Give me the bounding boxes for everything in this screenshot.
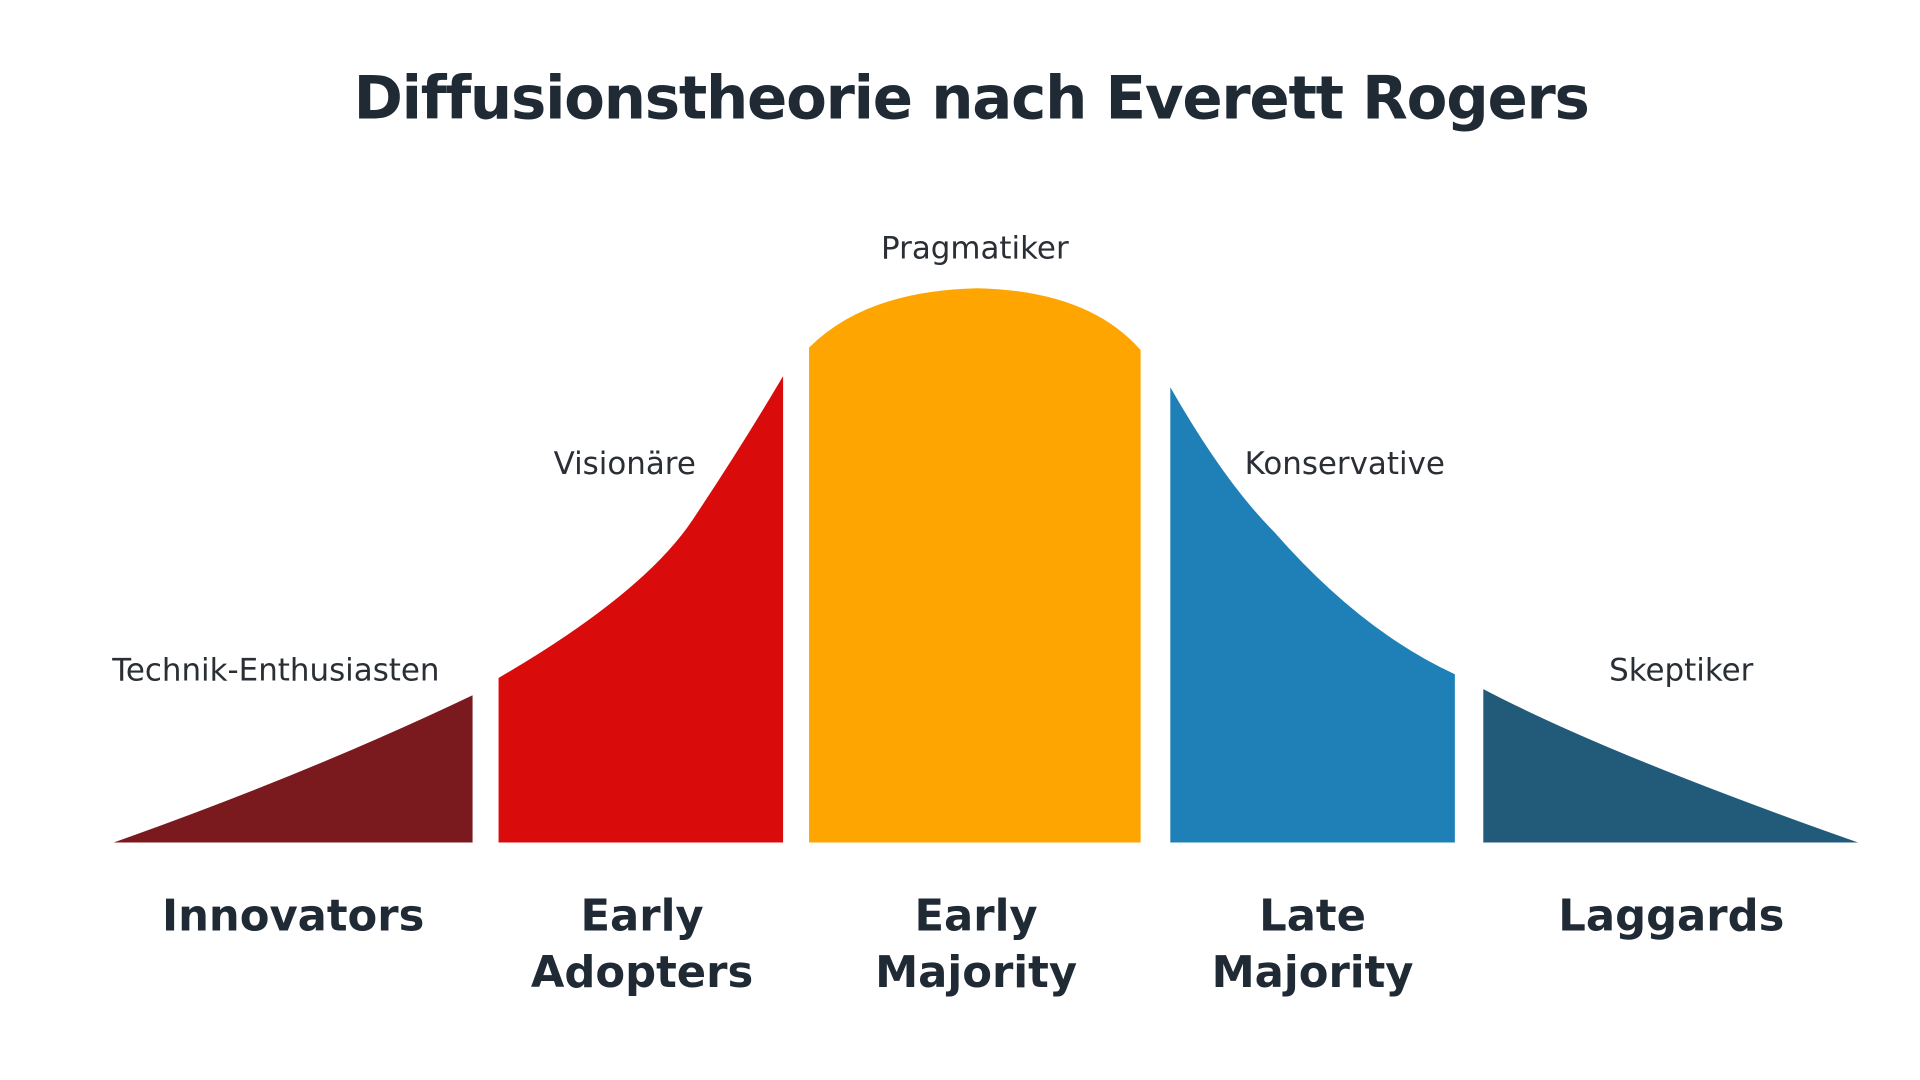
segment-label: Pragmatiker <box>881 231 1069 267</box>
segment-name: Adopters <box>531 948 753 998</box>
segment-name: Innovators <box>162 891 424 941</box>
segment-name: Late <box>1259 891 1366 941</box>
segment-name: Laggards <box>1558 891 1784 941</box>
segment-label: Technik-Enthusiasten <box>111 652 439 688</box>
segment-shape <box>113 695 473 843</box>
segment-shape <box>498 376 784 843</box>
segment-shape <box>1170 387 1455 843</box>
segment-shape <box>809 288 1141 843</box>
segment-name: Early <box>914 891 1037 941</box>
segment-label: Konservative <box>1245 446 1445 482</box>
segment-name: Majority <box>1212 948 1414 998</box>
title: Diffusionstheorie nach Everett Rogers <box>354 65 1589 134</box>
segment-label: Skeptiker <box>1609 652 1754 688</box>
segment-name: Early <box>580 891 703 941</box>
segment-shape <box>1483 689 1859 843</box>
segment-label: Visionäre <box>554 446 696 482</box>
segment-name: Majority <box>875 948 1077 998</box>
